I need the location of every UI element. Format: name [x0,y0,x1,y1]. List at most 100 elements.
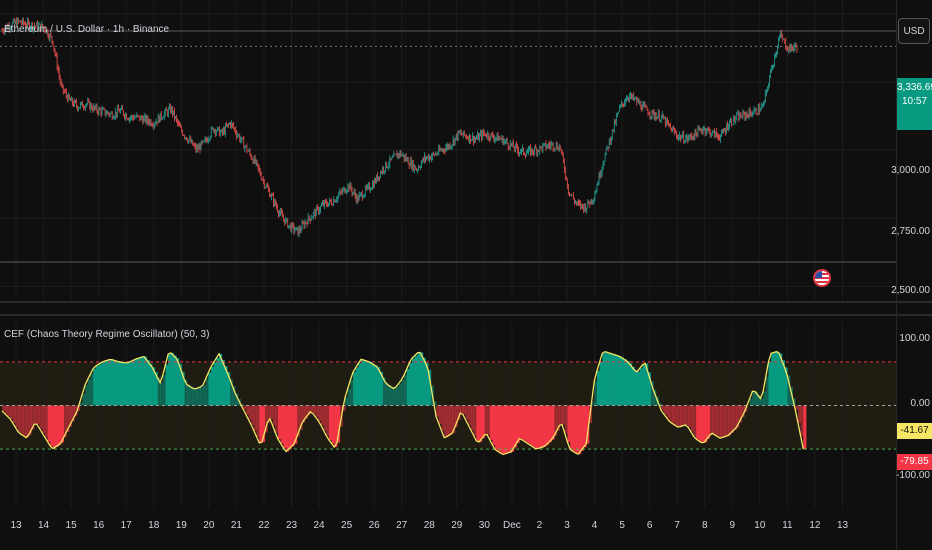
histogram-bar [586,405,590,444]
oscillator-tick: -100.00 [896,470,930,481]
histogram-bar [253,405,257,431]
oscillator-title[interactable]: CEF (Chaos Theory Regime Oscillator) (50… [4,329,210,340]
histogram-bar [436,405,440,417]
histogram-bar [299,405,303,430]
histogram-bar [438,405,442,424]
histogram-bar [58,405,62,446]
last-price-badge: 3,336.69 10:57 [897,78,932,130]
price-axis[interactable] [896,0,932,550]
histogram-bar [307,405,311,416]
currency-button[interactable]: USD [898,18,930,44]
histogram-bar [717,405,721,437]
histogram-bar [39,405,43,429]
histogram-bar [682,405,686,426]
histogram-bar [733,405,737,431]
oscillator-signal-value-badge: -41.67 [897,423,932,439]
histogram-bar [422,357,426,406]
histogram-bar [548,405,552,443]
time-tick: 13 [836,520,849,531]
histogram-bar [286,405,290,452]
histogram-bar [594,381,598,406]
histogram-bar [197,387,201,406]
histogram-bar [138,358,142,406]
histogram-bar [12,405,16,423]
histogram-bar [674,405,678,426]
histogram-bar [757,395,761,406]
histogram-bar [728,405,732,436]
histogram-bar [194,388,199,406]
histogram-bar [457,405,461,421]
histogram-bar [318,405,322,421]
histogram-bar [243,405,247,410]
histogram-bar [449,405,453,435]
histogram-bar [409,362,413,406]
oscillator-chart-svg[interactable] [0,322,896,508]
time-tick: 22 [258,520,270,531]
histogram-bar [404,375,408,406]
histogram-bar [342,405,346,412]
histogram-bar [355,367,359,406]
histogram-bar [666,405,670,418]
pane-separator[interactable] [0,314,932,316]
histogram-bar [605,351,609,406]
histogram-bar [109,359,113,406]
time-tick: 6 [646,520,653,531]
price-pane[interactable] [0,0,896,300]
histogram-bar [696,405,700,440]
histogram-bar [312,405,316,414]
histogram-bar [452,405,456,434]
histogram-bar [18,405,22,432]
histogram-bar [393,388,397,406]
histogram-bar [519,405,523,439]
histogram-bar [669,405,673,422]
time-tick: 27 [396,520,408,531]
histogram-bar [484,405,488,436]
histogram-bar [610,353,614,406]
histogram-bar [377,367,381,406]
histogram-bar [468,405,472,426]
histogram-bar [580,405,584,451]
histogram-bar [101,362,105,406]
time-tick: 11 [782,520,793,531]
histogram-bar [658,403,662,406]
symbol-title[interactable]: Ethereum / U.S. Dollar · 1h · Binance [4,24,170,35]
histogram-bar [245,405,249,415]
histogram-bar [55,405,59,447]
oscillator-pane[interactable] [0,322,896,508]
histogram-bar [203,384,207,406]
histogram-bar [709,405,713,436]
us-flag-event-icon[interactable] [813,269,831,287]
time-tick: 19 [175,520,187,531]
histogram-bar [379,371,383,406]
time-tick: 8 [701,520,708,531]
histogram-bar [146,360,150,406]
histogram-bar [529,405,534,446]
histogram-bar [87,379,91,406]
histogram-bar [141,357,145,406]
histogram-bar [639,368,643,406]
histogram-bar [173,355,177,406]
histogram-bar [275,405,279,433]
histogram-bar [283,405,287,448]
histogram-bar [106,360,110,406]
time-tick: 14 [37,520,50,531]
pane-separator[interactable] [0,301,932,303]
histogram-bar [559,405,563,426]
histogram-bar [661,405,665,411]
histogram-bar [428,369,432,406]
histogram-bar [690,405,694,432]
histogram-bar [272,405,276,426]
countdown-timer: 10:57 [901,96,928,107]
histogram-bar [154,372,158,406]
price-chart-svg[interactable] [0,0,896,300]
histogram-bar [130,361,134,406]
histogram-bar [4,405,8,414]
time-tick: 4 [591,520,598,531]
histogram-bar [567,405,571,443]
histogram-bar [160,382,164,406]
histogram-bar [50,405,54,447]
histogram-bar [460,405,464,414]
histogram-bar [74,405,78,417]
histogram-bar [685,405,689,425]
time-tick: 30 [478,520,490,531]
